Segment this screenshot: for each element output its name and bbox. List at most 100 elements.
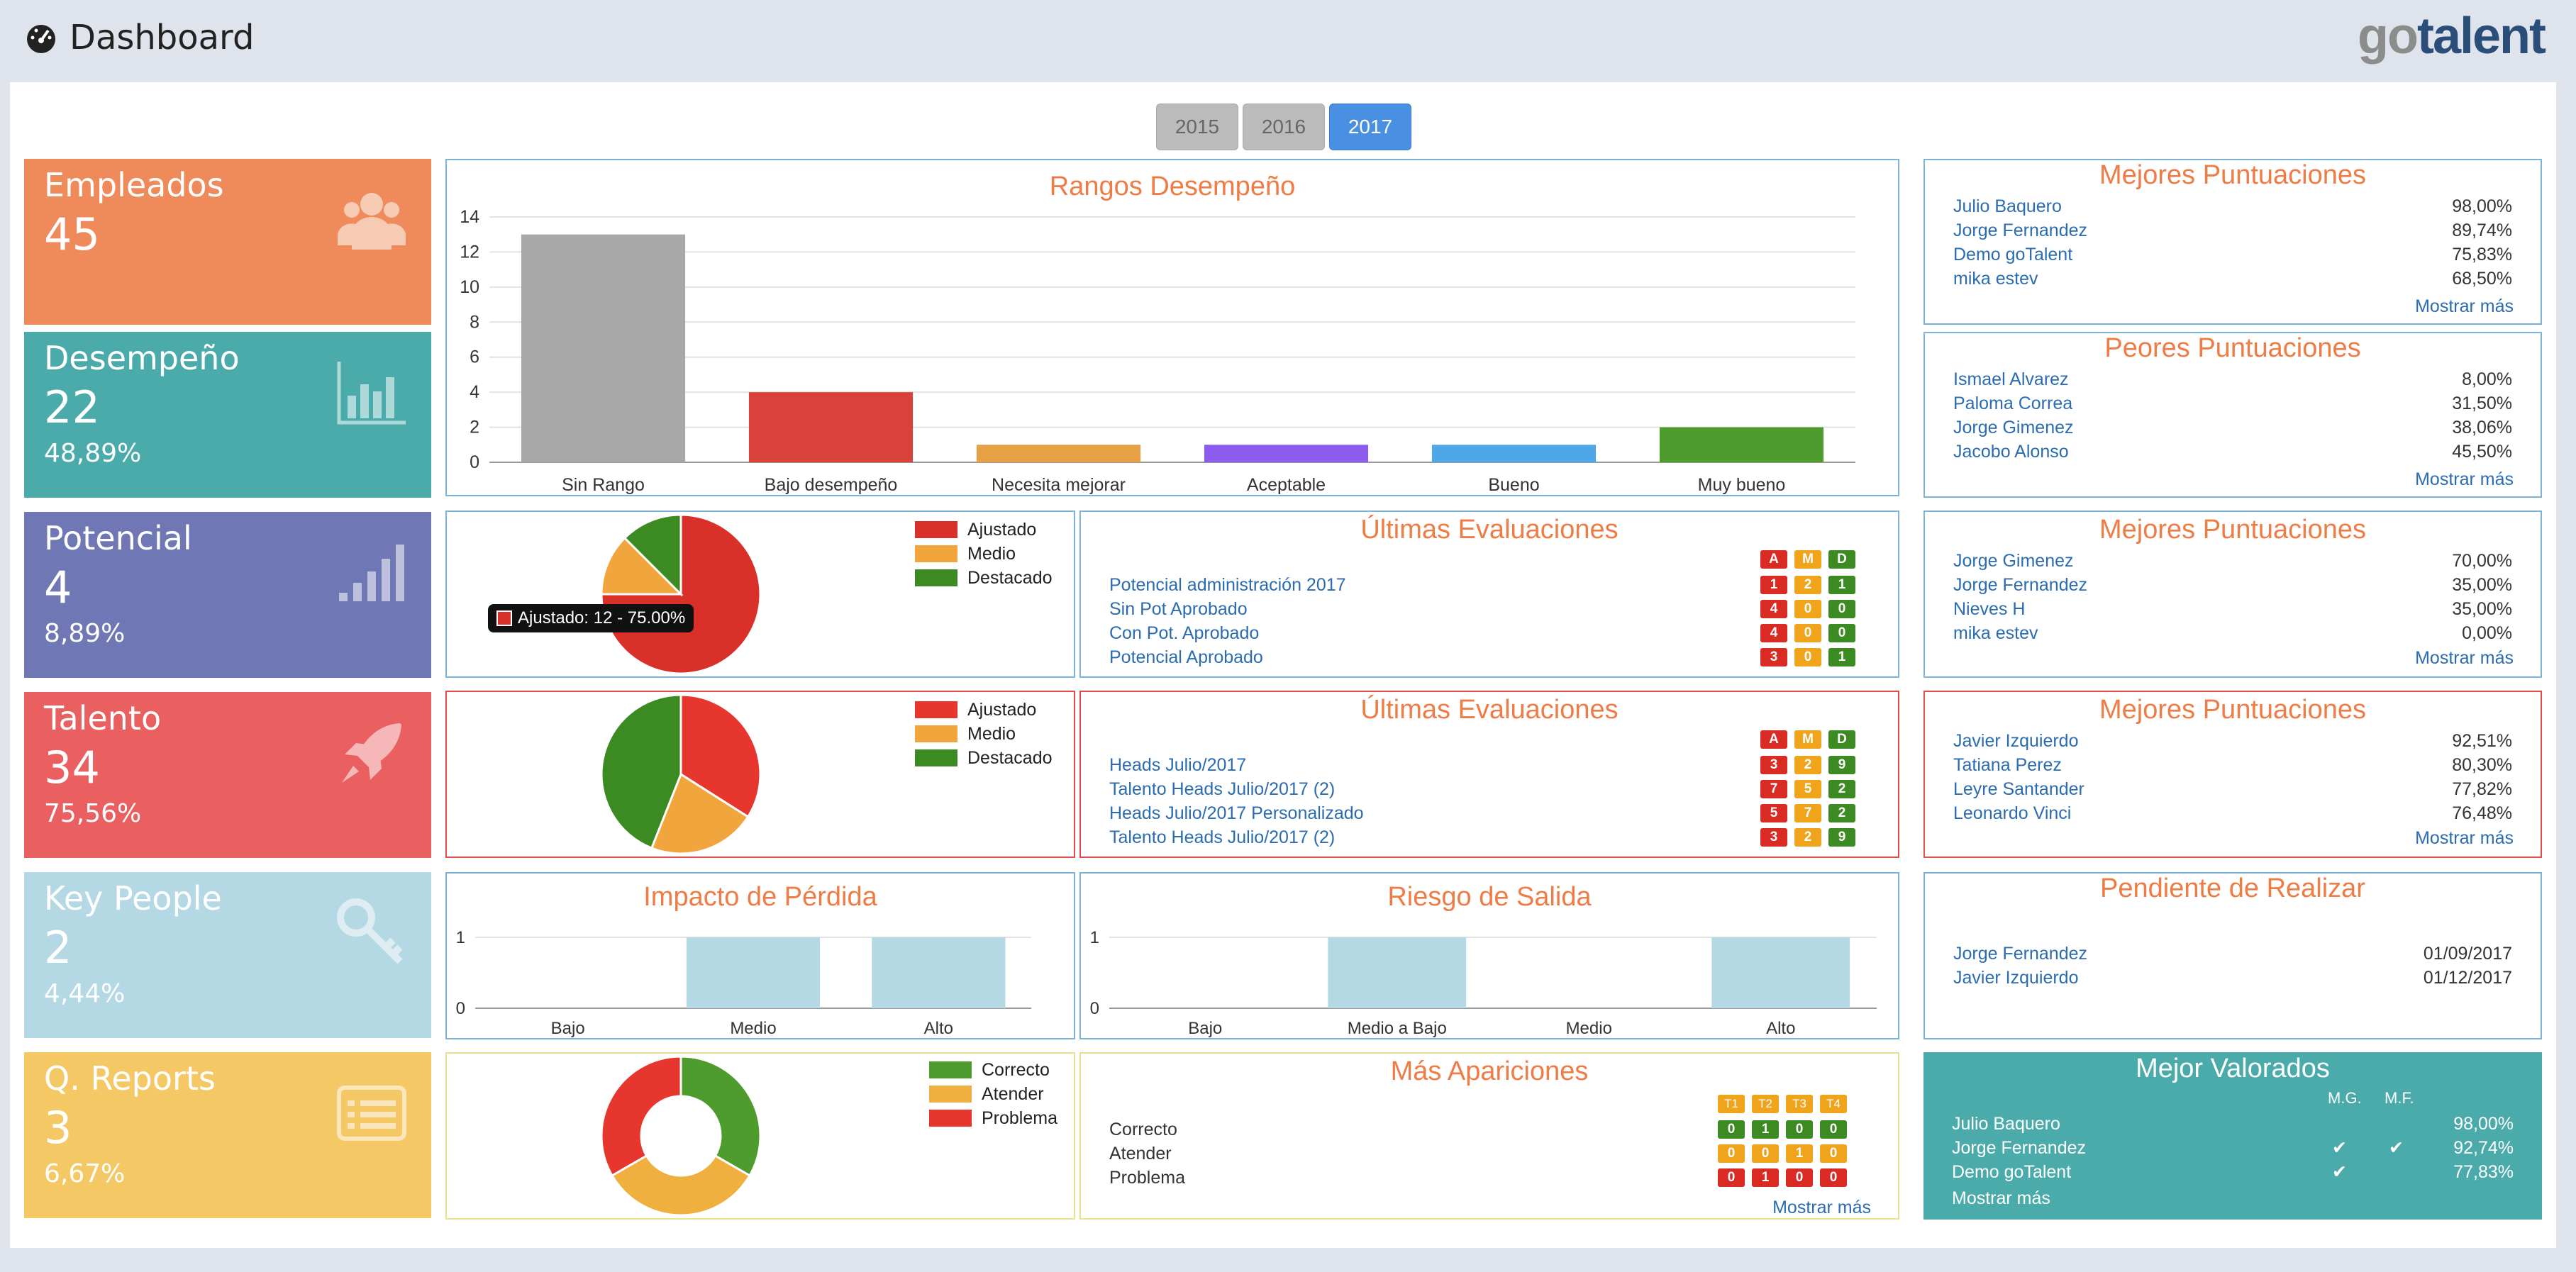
- row-name[interactable]: Nieves H: [1953, 599, 2026, 619]
- row-name[interactable]: Javier Izquierdo: [1953, 968, 2079, 988]
- slice-correcto[interactable]: [679, 1055, 762, 1178]
- slice-destacado[interactable]: [600, 693, 682, 850]
- stat-card-empleados[interactable]: Empleados 45: [24, 159, 431, 325]
- list-row[interactable]: Jorge Gimenez 38,06%: [1953, 415, 2512, 440]
- evaluacion-row[interactable]: Heads Julio/2017 Personalizado 5 7 2: [1109, 801, 1889, 825]
- evaluacion-name[interactable]: Talento Heads Julio/2017 (2): [1109, 779, 1336, 799]
- valorado-row[interactable]: Demo goTalent ✔ 77,83%: [1952, 1160, 2514, 1184]
- slice-destacado[interactable]: [623, 513, 682, 597]
- evaluacion-name[interactable]: Heads Julio/2017: [1109, 755, 1247, 775]
- mostrar-mas-link[interactable]: Mostrar más: [2415, 296, 2514, 316]
- bar-bajo-desempeño[interactable]: [748, 392, 914, 462]
- list-row[interactable]: mika estev 0,00%: [1953, 621, 2512, 645]
- evaluacion-name[interactable]: Talento Heads Julio/2017 (2): [1109, 827, 1336, 847]
- list-row[interactable]: Jorge Fernandez 89,74%: [1953, 218, 2512, 242]
- bar-medio[interactable]: [686, 937, 821, 1008]
- evaluacion-row[interactable]: Potencial Aprobado 3 0 1: [1109, 645, 1889, 669]
- evaluacion-name[interactable]: Con Pot. Aprobado: [1109, 623, 1260, 643]
- row-name[interactable]: Tatiana Perez: [1953, 755, 2062, 775]
- mostrar-mas-link[interactable]: Mostrar más: [2415, 648, 2514, 668]
- row-name[interactable]: Ismael Alvarez: [1953, 369, 2069, 389]
- row-name[interactable]: Demo goTalent: [1953, 245, 2073, 264]
- row-name[interactable]: Paloma Correa: [1953, 394, 2073, 413]
- evaluacion-row[interactable]: Con Pot. Aprobado 4 0 0: [1109, 621, 1889, 645]
- bar-sin-rango[interactable]: [521, 234, 686, 462]
- legend-item-ajustado[interactable]: Ajustado: [915, 698, 1053, 722]
- list-row[interactable]: mika estev 68,50%: [1953, 267, 2512, 291]
- row-name[interactable]: Leyre Santander: [1953, 779, 2084, 799]
- mostrar-mas-link[interactable]: Mostrar más: [2415, 469, 2514, 489]
- stat-card-q-reports[interactable]: Q. Reports 3 6,67%: [24, 1052, 431, 1218]
- list-row[interactable]: Julio Baquero 98,00%: [1953, 194, 2512, 218]
- list-row[interactable]: Tatiana Perez 80,30%: [1953, 753, 2512, 777]
- list-row[interactable]: Javier Izquierdo 92,51%: [1953, 729, 2512, 753]
- bar-muy-bueno[interactable]: [1659, 427, 1824, 462]
- legend-item-ajustado[interactable]: Ajustado: [915, 518, 1053, 542]
- slice-problema[interactable]: [600, 1055, 682, 1178]
- bar-alto[interactable]: [1711, 937, 1850, 1008]
- mostrar-mas-link[interactable]: Mostrar más: [1772, 1198, 1871, 1217]
- slice-medio[interactable]: [650, 772, 750, 855]
- row-name[interactable]: Demo goTalent: [1952, 1162, 2072, 1182]
- gotalent-logo[interactable]: gotalent: [2358, 7, 2546, 65]
- bar-aceptable[interactable]: [1204, 445, 1369, 462]
- year-button-2016[interactable]: 2016: [1243, 104, 1325, 150]
- evaluacion-row[interactable]: Sin Pot Aprobado 4 0 0: [1109, 597, 1889, 621]
- evaluacion-row[interactable]: Potencial administración 2017 1 2 1: [1109, 573, 1889, 597]
- legend-item-problema[interactable]: Problema: [929, 1106, 1057, 1130]
- valorado-row[interactable]: Julio Baquero 98,00%: [1952, 1112, 2514, 1136]
- slice-medio[interactable]: [600, 536, 684, 596]
- bar-bueno[interactable]: [1431, 445, 1597, 462]
- evaluacion-row[interactable]: Talento Heads Julio/2017 (2) 3 2 9: [1109, 825, 1889, 849]
- row-name[interactable]: Jorge Fernandez: [1953, 221, 2088, 240]
- row-name[interactable]: mika estev: [1953, 269, 2038, 289]
- row-name[interactable]: Julio Baquero: [1952, 1114, 2060, 1134]
- stat-card-key-people[interactable]: Key People 2 4,44%: [24, 872, 431, 1038]
- list-row[interactable]: Jacobo Alonso 45,50%: [1953, 440, 2512, 464]
- list-row[interactable]: Javier Izquierdo 01/12/2017: [1953, 966, 2512, 990]
- row-name[interactable]: Jorge Fernandez: [1952, 1138, 2087, 1158]
- row-name[interactable]: Leonardo Vinci: [1953, 803, 2072, 823]
- legend-item-atender[interactable]: Atender: [929, 1082, 1057, 1106]
- legend-item-destacado[interactable]: Destacado: [915, 566, 1053, 590]
- list-row[interactable]: Leyre Santander 77,82%: [1953, 777, 2512, 801]
- legend-item-medio[interactable]: Medio: [915, 542, 1053, 566]
- list-row[interactable]: Jorge Gimenez 70,00%: [1953, 549, 2512, 573]
- list-row[interactable]: Demo goTalent 75,83%: [1953, 242, 2512, 267]
- row-name[interactable]: Julio Baquero: [1953, 196, 2062, 216]
- row-name[interactable]: Jorge Fernandez: [1953, 575, 2088, 595]
- row-name[interactable]: Jacobo Alonso: [1953, 442, 2069, 462]
- list-row[interactable]: Jorge Fernandez 35,00%: [1953, 573, 2512, 597]
- valorado-row[interactable]: Jorge Fernandez ✔ ✔ 92,74%: [1952, 1136, 2514, 1160]
- list-row[interactable]: Paloma Correa 31,50%: [1953, 391, 2512, 415]
- legend-item-destacado[interactable]: Destacado: [915, 746, 1053, 770]
- evaluacion-row[interactable]: Talento Heads Julio/2017 (2) 7 5 2: [1109, 777, 1889, 801]
- stat-card-talento[interactable]: Talento 34 75,56%: [24, 692, 431, 858]
- evaluacion-name[interactable]: Heads Julio/2017 Personalizado: [1109, 803, 1364, 823]
- bar-alto[interactable]: [872, 937, 1006, 1008]
- row-name[interactable]: Jorge Gimenez: [1953, 418, 2074, 437]
- evaluacion-row[interactable]: Heads Julio/2017 3 2 9: [1109, 753, 1889, 777]
- list-row[interactable]: Ismael Alvarez 8,00%: [1953, 367, 2512, 391]
- bar-medio-a-bajo[interactable]: [1328, 937, 1467, 1008]
- stat-card-desempeno[interactable]: Desempeño 22 48,89%: [24, 332, 431, 498]
- legend-item-correcto[interactable]: Correcto: [929, 1058, 1057, 1082]
- row-name[interactable]: Jorge Gimenez: [1953, 551, 2074, 571]
- list-row[interactable]: Jorge Fernandez 01/09/2017: [1953, 942, 2512, 966]
- legend-item-medio[interactable]: Medio: [915, 722, 1053, 746]
- list-row[interactable]: Nieves H 35,00%: [1953, 597, 2512, 621]
- stat-card-potencial[interactable]: Potencial 4 8,89%: [24, 512, 431, 678]
- year-button-2015[interactable]: 2015: [1156, 104, 1238, 150]
- evaluacion-name[interactable]: Potencial administración 2017: [1109, 575, 1346, 595]
- row-name[interactable]: Javier Izquierdo: [1953, 731, 2079, 751]
- evaluacion-name[interactable]: Sin Pot Aprobado: [1109, 599, 1248, 619]
- mostrar-mas-link[interactable]: Mostrar más: [2415, 828, 2514, 848]
- evaluacion-name[interactable]: Potencial Aprobado: [1109, 647, 1263, 667]
- row-name[interactable]: mika estev: [1953, 623, 2038, 643]
- row-name[interactable]: Jorge Fernandez: [1953, 944, 2088, 964]
- list-row[interactable]: Leonardo Vinci 76,48%: [1953, 801, 2512, 825]
- slice-atender[interactable]: [610, 1154, 752, 1217]
- bar-necesita-mejorar[interactable]: [976, 445, 1141, 462]
- year-button-2017[interactable]: 2017: [1329, 104, 1411, 150]
- mostrar-mas-link[interactable]: Mostrar más: [1952, 1188, 2050, 1208]
